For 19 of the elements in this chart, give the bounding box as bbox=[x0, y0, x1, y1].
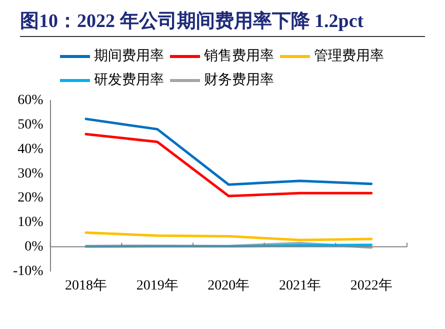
x-tick-label: 2021年 bbox=[278, 277, 321, 294]
y-tick-label: 0% bbox=[24, 239, 44, 254]
y-tick-label: 10% bbox=[18, 215, 44, 230]
x-tick-label: 2018年 bbox=[64, 277, 107, 294]
y-tick-label: 60% bbox=[18, 93, 44, 108]
x-tick-label: 2020年 bbox=[208, 277, 250, 294]
legend-label: 研发费用率 bbox=[94, 71, 164, 89]
legend-label: 销售费用率 bbox=[204, 47, 274, 65]
legend-label: 管理费用率 bbox=[314, 47, 384, 65]
legend-label: 期间费用率 bbox=[94, 47, 164, 65]
y-tick-label: 20% bbox=[18, 190, 44, 206]
y-tick-label: 30% bbox=[18, 166, 44, 182]
legend-label: 财务费用率 bbox=[204, 71, 274, 89]
x-tick-label: 2019年 bbox=[136, 277, 178, 294]
y-tick-label: 40% bbox=[18, 142, 44, 157]
y-tick-label: 50% bbox=[18, 117, 44, 132]
y-tick-label: -10% bbox=[12, 264, 44, 279]
chart-title: 图10：2022 年公司期间费用率下降 1.2pct bbox=[20, 8, 425, 37]
x-tick-label: 2022年 bbox=[350, 277, 392, 294]
